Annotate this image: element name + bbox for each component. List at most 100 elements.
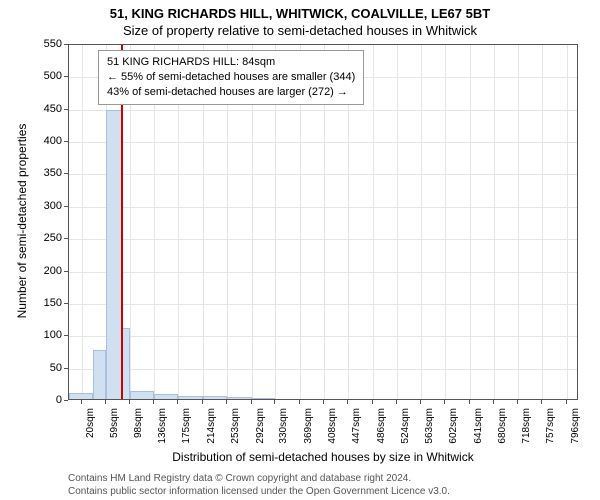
histogram-bar (69, 393, 93, 399)
footer-line1: Contains HM Land Registry data © Crown c… (68, 472, 578, 485)
ytick-mark (64, 368, 68, 369)
xtick-label: 175sqm (181, 408, 192, 452)
x-axis-label: Distribution of semi-detached houses by … (68, 450, 578, 464)
xtick-label: 253sqm (230, 408, 241, 452)
xtick-mark (469, 400, 470, 404)
grid-line-horizontal (69, 142, 577, 143)
grid-line-vertical (421, 45, 422, 399)
grid-line-horizontal (69, 174, 577, 175)
xtick-label: 524sqm (400, 408, 411, 452)
xtick-label: 292sqm (255, 408, 266, 452)
ytick-mark (64, 271, 68, 272)
xtick-label: 757sqm (545, 408, 556, 452)
ytick-mark (64, 238, 68, 239)
ytick-mark (64, 335, 68, 336)
ytick-mark (64, 76, 68, 77)
grid-line-vertical (445, 45, 446, 399)
grid-line-vertical (567, 45, 568, 399)
xtick-mark (517, 400, 518, 404)
ytick-mark (64, 141, 68, 142)
xtick-mark (153, 400, 154, 404)
footer-attribution: Contains HM Land Registry data © Crown c… (68, 472, 578, 498)
histogram-bar (178, 396, 202, 399)
grid-line-vertical (518, 45, 519, 399)
xtick-mark (226, 400, 227, 404)
ytick-mark (64, 173, 68, 174)
xtick-mark (372, 400, 373, 404)
xtick-label: 98sqm (133, 408, 144, 452)
xtick-mark (299, 400, 300, 404)
grid-line-vertical (542, 45, 543, 399)
ytick-label: 50 (38, 362, 62, 374)
grid-line-horizontal (69, 369, 577, 370)
xtick-mark (541, 400, 542, 404)
xtick-mark (105, 400, 106, 404)
footer-line2: Contains public sector information licen… (68, 485, 578, 498)
grid-line-vertical (373, 45, 374, 399)
xtick-label: 796sqm (570, 408, 581, 452)
info-box: 51 KING RICHARDS HILL: 84sqm ← 55% of se… (98, 50, 364, 105)
histogram-bar (122, 328, 131, 399)
ytick-label: 100 (38, 329, 62, 341)
grid-line-horizontal (69, 304, 577, 305)
xtick-label: 447sqm (351, 408, 362, 452)
xtick-mark (444, 400, 445, 404)
xtick-label: 136sqm (157, 408, 168, 452)
grid-line-horizontal (69, 110, 577, 111)
xtick-label: 20sqm (85, 408, 96, 452)
xtick-label: 680sqm (497, 408, 508, 452)
xtick-mark (81, 400, 82, 404)
xtick-mark (177, 400, 178, 404)
grid-line-vertical (470, 45, 471, 399)
ytick-label: 500 (38, 70, 62, 82)
info-line2: ← 55% of semi-detached houses are smalle… (107, 70, 355, 85)
xtick-label: 602sqm (448, 408, 459, 452)
chart-container: 51, KING RICHARDS HILL, WHITWICK, COALVI… (0, 0, 600, 500)
info-line3: 43% of semi-detached houses are larger (… (107, 85, 355, 100)
chart-title-line2: Size of property relative to semi-detach… (0, 21, 600, 38)
ytick-mark (64, 206, 68, 207)
grid-line-horizontal (69, 207, 577, 208)
ytick-label: 350 (38, 167, 62, 179)
grid-line-vertical (397, 45, 398, 399)
histogram-bar (227, 397, 251, 399)
xtick-label: 563sqm (424, 408, 435, 452)
xtick-label: 718sqm (521, 408, 532, 452)
chart-title-line1: 51, KING RICHARDS HILL, WHITWICK, COALVI… (0, 0, 600, 21)
xtick-label: 214sqm (206, 408, 217, 452)
grid-line-vertical (82, 45, 83, 399)
histogram-bar (203, 396, 227, 399)
ytick-label: 250 (38, 232, 62, 244)
histogram-bar (93, 350, 106, 399)
ytick-label: 400 (38, 135, 62, 147)
grid-line-horizontal (69, 336, 577, 337)
ytick-label: 450 (38, 103, 62, 115)
info-line1: 51 KING RICHARDS HILL: 84sqm (107, 55, 355, 70)
histogram-bar (130, 391, 154, 399)
ytick-label: 0 (38, 394, 62, 406)
xtick-mark (493, 400, 494, 404)
xtick-label: 408sqm (327, 408, 338, 452)
xtick-mark (566, 400, 567, 404)
xtick-mark (274, 400, 275, 404)
grid-line-horizontal (69, 272, 577, 273)
ytick-mark (64, 109, 68, 110)
xtick-label: 330sqm (278, 408, 289, 452)
ytick-label: 300 (38, 200, 62, 212)
histogram-bar (106, 110, 122, 399)
xtick-mark (323, 400, 324, 404)
xtick-mark (202, 400, 203, 404)
histogram-bar (154, 394, 178, 399)
xtick-mark (251, 400, 252, 404)
ytick-mark (64, 303, 68, 304)
ytick-label: 550 (38, 38, 62, 50)
xtick-label: 59sqm (109, 408, 120, 452)
ytick-mark (64, 44, 68, 45)
xtick-mark (420, 400, 421, 404)
ytick-label: 200 (38, 265, 62, 277)
grid-line-vertical (494, 45, 495, 399)
grid-line-horizontal (69, 239, 577, 240)
y-axis-label: Number of semi-detached properties (15, 111, 29, 331)
histogram-bar (252, 398, 276, 399)
ytick-mark (64, 400, 68, 401)
